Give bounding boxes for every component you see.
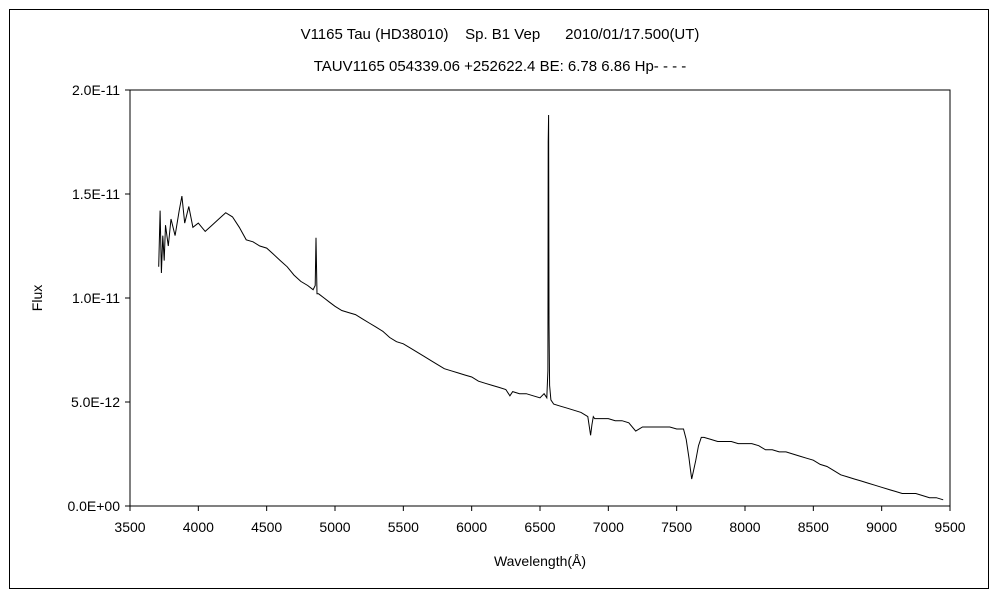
y-axis-label: Flux	[29, 285, 45, 311]
x-tick-label: 8500	[798, 519, 829, 535]
y-tick-label: 2.0E-11	[72, 82, 120, 98]
x-tick-label: 6500	[524, 519, 555, 535]
x-tick-label: 3500	[114, 519, 145, 535]
x-tick-label: 9500	[934, 519, 965, 535]
y-tick-label: 0.0E+00	[67, 498, 120, 514]
x-tick-label: 7000	[593, 519, 624, 535]
x-tick-label: 4000	[183, 519, 214, 535]
x-tick-label: 7500	[661, 519, 692, 535]
x-tick-label: 5500	[388, 519, 419, 535]
chart-title: V1165 Tau (HD38010) Sp. B1 Vep 2010/01/1…	[300, 26, 700, 43]
y-tick-label: 1.0E-11	[72, 290, 120, 306]
x-tick-label: 9000	[866, 519, 897, 535]
x-tick-label: 6000	[456, 519, 487, 535]
x-tick-label: 5000	[319, 519, 350, 535]
chart-subtitle: TAUV1165 054339.06 +252622.4 BE: 6.78 6.…	[313, 58, 687, 75]
spectrum-line	[158, 114, 944, 501]
y-tick-label: 5.0E-12	[71, 394, 120, 410]
x-tick-label: 4500	[251, 519, 282, 535]
x-axis-label: Wavelength(Å)	[494, 553, 586, 569]
y-tick-label: 1.5E-11	[72, 186, 120, 202]
chart-frame	[9, 9, 989, 589]
plot-area	[129, 89, 951, 507]
x-tick-label: 8000	[729, 519, 760, 535]
